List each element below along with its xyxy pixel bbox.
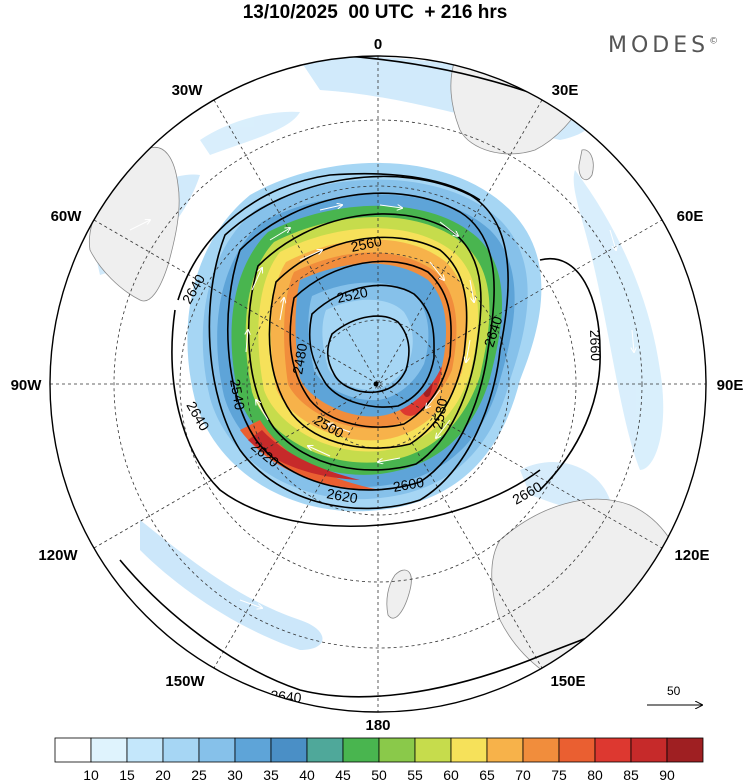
colorbar-cell	[450, 737, 488, 763]
contour-label-2580: 2580	[429, 397, 450, 431]
madagascar	[578, 149, 594, 181]
modes-logo: MODES©	[608, 33, 718, 58]
colorbar-cell	[486, 737, 524, 763]
lon-label-60e: 60E	[677, 208, 704, 225]
colorbar-cell	[630, 737, 668, 763]
colorbar-tick-label: 35	[263, 767, 279, 782]
colorbar-cell	[594, 737, 632, 763]
colorbar-tick-label: 10	[83, 767, 99, 782]
contour-label-2600: 2600	[392, 474, 426, 495]
colorbar-cell	[666, 737, 704, 763]
colorbar-tick-label: 70	[515, 767, 531, 782]
colorbar-cell	[306, 737, 344, 763]
colorbar-cell	[378, 737, 416, 763]
wind-vectors	[129, 99, 634, 608]
colorbar-tick-label: 85	[623, 767, 639, 782]
lon-label-120w: 120W	[38, 547, 78, 564]
colorbar-tick-label: 40	[299, 767, 315, 782]
lon-label-90w: 90W	[11, 377, 43, 394]
colorbar-tick-label: 90	[659, 767, 675, 782]
colorbar-tick-label: 30	[227, 767, 243, 782]
colorbar: 10 15 20 25 30 35 40 45 50 55 60 65 70 75 80 85 90	[54, 737, 704, 782]
colorbar-tick-label: 65	[479, 767, 495, 782]
brand-text: MODES	[608, 33, 710, 58]
colorbar-cell	[414, 737, 452, 763]
contour-label-2640-north-boundary: 2640	[270, 687, 303, 706]
colorbar-cell	[558, 737, 596, 763]
colorbar-tick-label: 20	[155, 767, 171, 782]
colorbar-cell	[162, 737, 200, 763]
colorbar-cell	[126, 737, 164, 763]
colorbar-tick-label: 15	[119, 767, 135, 782]
colorbar-cell	[198, 737, 236, 763]
copyright-mark: ©	[709, 36, 719, 47]
lon-label-120e: 120E	[674, 547, 709, 564]
colorbar-cell	[234, 737, 272, 763]
colorbar-tick-label: 80	[587, 767, 603, 782]
lon-label-0: 0	[374, 36, 382, 53]
colorbar-cell	[90, 737, 128, 763]
colorbar-tick-label: 55	[407, 767, 423, 782]
pole-marker	[373, 381, 379, 387]
lon-label-30e: 30E	[552, 82, 579, 99]
contour-label-2520: 2520	[335, 284, 369, 306]
lon-label-180: 180	[365, 717, 390, 734]
colorbar-tick-label: 75	[551, 767, 567, 782]
chart-title: 13/10/2025 00 UTC + 216 hrs	[242, 2, 508, 23]
colorbar-tick-label: 45	[335, 767, 351, 782]
colorbar-cell	[342, 737, 380, 763]
colorbar-tick-label: 25	[191, 767, 207, 782]
geopotential-contours	[119, 56, 631, 698]
new-zealand	[386, 569, 412, 619]
colorbar-tick-label: 60	[443, 767, 459, 782]
colorbar-cell	[522, 737, 560, 763]
lon-label-60w: 60W	[51, 208, 83, 225]
contour-label-2480: 2480	[289, 342, 310, 376]
lon-label-30w: 30W	[172, 82, 204, 99]
map-disk: 2560 2520 2640 2640 2540 2480 2500 2580 …	[50, 56, 706, 712]
contour-label-2560: 2560	[349, 233, 383, 255]
colorbar-ticks: 10 15 20 25 30 35 40 45 50 55 60 65 70 75 80 85 90	[83, 767, 675, 782]
contour-label-2660-east: 2660	[587, 330, 604, 362]
contour-label-2620-south: 2620	[325, 485, 359, 506]
colorbar-cells	[54, 737, 704, 763]
lon-label-150w: 150W	[165, 673, 205, 690]
lon-label-90e: 90E	[717, 377, 744, 394]
colorbar-cell	[270, 737, 308, 763]
colorbar-tick-label: 50	[371, 767, 387, 782]
colorbar-cell	[54, 737, 92, 763]
contour-label-2540: 2540	[227, 378, 248, 412]
longitude-labels: 0 30W 30E 60W 60E 90W 90E 120W 120E 150W…	[11, 36, 744, 734]
vector-reference-label: 50	[667, 684, 681, 698]
lon-label-150e: 150E	[550, 673, 585, 690]
map-boundary	[49, 55, 707, 713]
